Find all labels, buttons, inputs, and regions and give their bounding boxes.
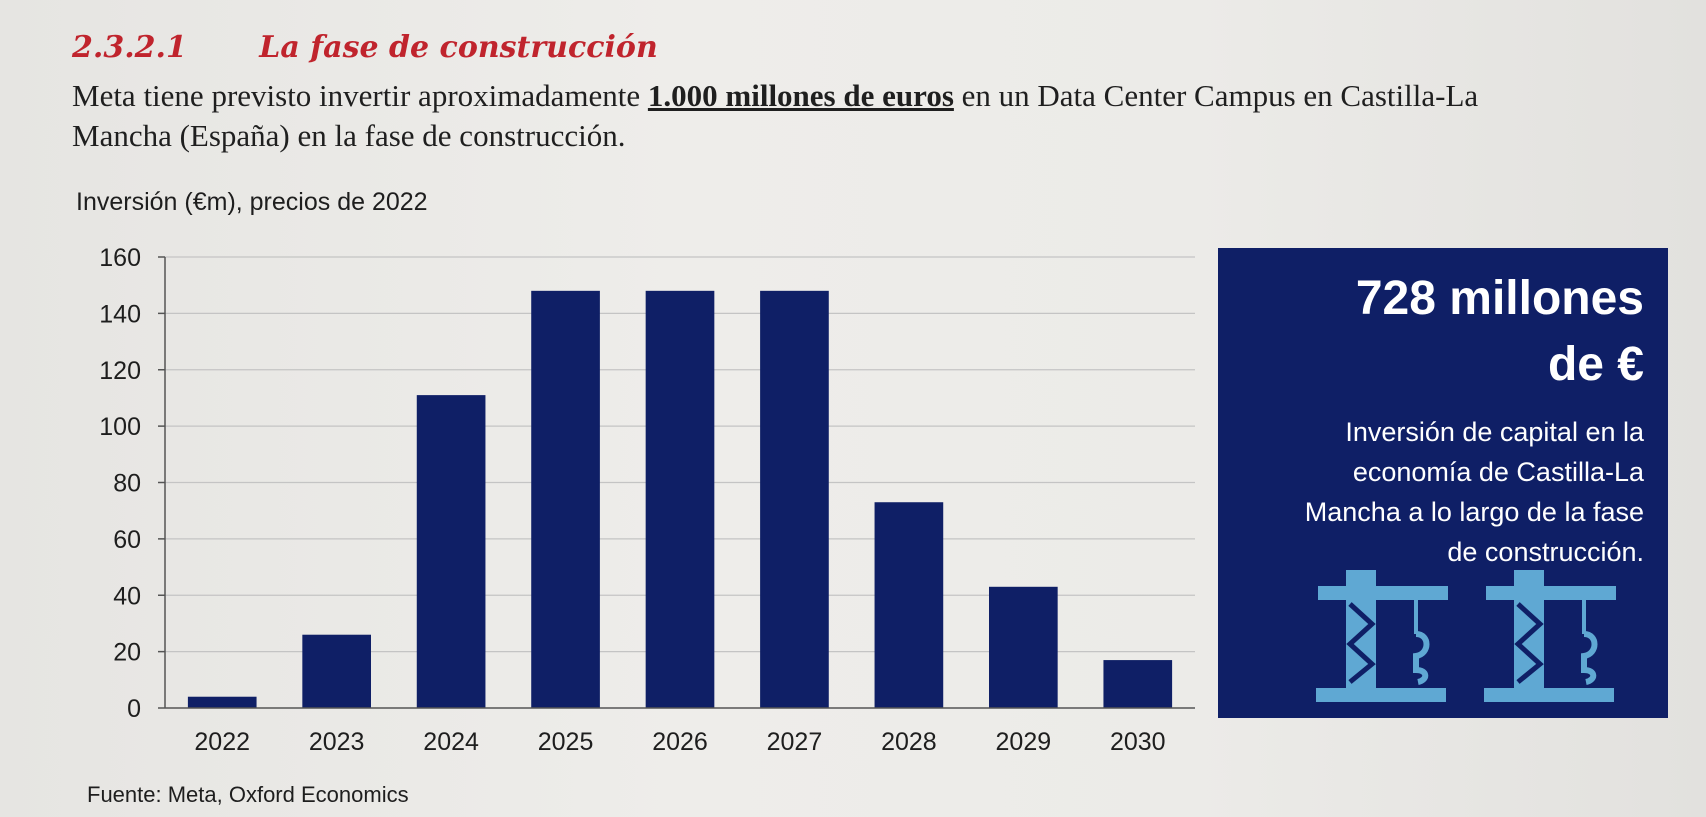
section-number: 2.3.2.1 [72,30,187,65]
bar-2027 [760,290,829,708]
bar-2030 [1103,660,1173,708]
bar-2024 [416,395,486,708]
bar-2029 [989,586,1058,708]
y-tick-label: 0 [127,695,141,723]
paragraph-emphasis: 1.000 millones de euros [647,78,954,113]
y-tick-label: 160 [99,244,141,272]
x-tick-label: 2030 [1110,728,1166,756]
paragraph-text-after: en un Data Center Campus en Castilla-La … [72,78,1479,153]
crane-icon [1316,570,1448,702]
bar-2022 [187,696,257,708]
y-tick-label: 80 [113,470,141,498]
bar-2028 [874,502,944,708]
x-tick-label: 2022 [194,728,250,756]
section-title: La fase de construcción [259,30,658,65]
y-tick-label: 100 [99,413,141,441]
y-tick-label: 40 [113,582,141,610]
crane-icon [1484,570,1616,702]
x-tick-label: 2023 [309,728,365,756]
callout-amount-line1: 728 millones [1355,272,1644,325]
x-tick-label: 2024 [423,728,479,756]
x-tick-label: 2025 [538,728,594,756]
x-tick-label: 2027 [767,728,823,756]
source-note: Fuente: Meta, Oxford Economics [87,782,409,807]
investment-callout: 728 millones de € Inversión de capital e… [1218,248,1668,718]
paragraph-text-before: Meta tiene previsto invertir aproximadam… [72,78,648,113]
bar-2025 [531,290,600,708]
x-tick-label: 2026 [652,728,708,756]
intro-paragraph: Meta tiene previsto invertir aproximadam… [72,76,1552,156]
section-heading: 2.3.2.1 La fase de construcción [72,30,658,65]
y-tick-label: 120 [99,357,141,385]
bar-2023 [302,634,371,708]
chart-title: Inversión (€m), precios de 2022 [76,188,428,216]
callout-amount-line2: de € [1547,338,1644,391]
callout-description: Inversión de capital en la economía de C… [1304,417,1644,567]
y-tick-label: 20 [113,639,141,667]
x-tick-label: 2028 [881,728,937,756]
bar-2026 [645,290,715,708]
cranes-illustration [1316,570,1616,702]
y-tick-label: 140 [99,300,141,328]
x-tick-label: 2029 [996,728,1052,756]
y-tick-label: 60 [113,526,141,554]
